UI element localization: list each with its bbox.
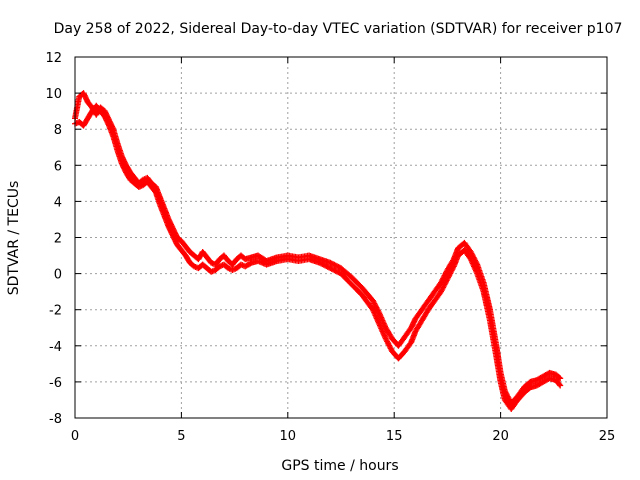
x-tick-label: 15 bbox=[386, 429, 403, 444]
data-points bbox=[72, 90, 564, 412]
data-point bbox=[556, 374, 563, 381]
data-point bbox=[556, 381, 563, 388]
axis-ticks: 0 5 10 15 20 25 -8 -6 -4 -2 0 2 4 6 8 10 12 bbox=[45, 51, 615, 444]
y-tick-label: -4 bbox=[49, 340, 62, 355]
data-point bbox=[557, 382, 564, 389]
y-tick-label: -8 bbox=[49, 412, 62, 427]
y-tick-label: 4 bbox=[54, 195, 62, 210]
x-tick-label: 5 bbox=[177, 429, 185, 444]
x-tick-label: 25 bbox=[599, 429, 616, 444]
x-tick-label: 20 bbox=[492, 429, 509, 444]
y-tick-label: 10 bbox=[45, 87, 62, 102]
y-tick-label: 6 bbox=[54, 159, 62, 174]
y-tick-label: -2 bbox=[49, 304, 62, 319]
y-tick-label: 12 bbox=[45, 51, 62, 66]
x-tick-label: 10 bbox=[280, 429, 297, 444]
y-tick-label: 8 bbox=[54, 123, 62, 138]
x-tick-label: 0 bbox=[71, 429, 79, 444]
y-tick-label: 0 bbox=[54, 268, 62, 283]
chart-title: Day 258 of 2022, Sidereal Day-to-day VTE… bbox=[54, 21, 623, 37]
x-axis-label: GPS time / hours bbox=[281, 458, 398, 474]
data-point bbox=[557, 375, 564, 382]
y-tick-label: -6 bbox=[49, 376, 62, 391]
y-axis-label: SDTVAR / TECUs bbox=[6, 181, 22, 296]
y-tick-label: 2 bbox=[54, 232, 62, 247]
